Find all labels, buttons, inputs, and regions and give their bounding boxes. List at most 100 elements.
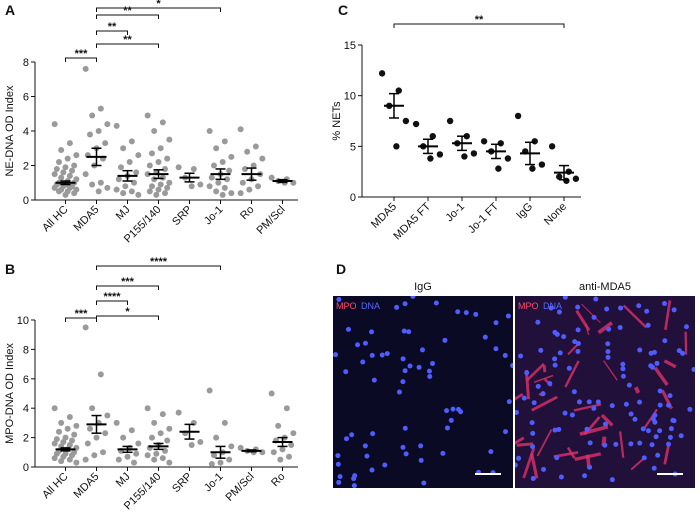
panel-label: B [5, 261, 15, 277]
y-tick-label: 0 [350, 192, 356, 204]
significance-label: * [125, 306, 130, 318]
nucleus [382, 463, 387, 468]
data-point [120, 190, 126, 196]
data-point [73, 152, 79, 158]
significance-label: ** [475, 14, 484, 26]
nucleus [403, 368, 408, 373]
data-point [83, 457, 89, 463]
data-point [176, 164, 182, 170]
nucleus [654, 361, 659, 366]
data-point [151, 176, 157, 182]
nucleus [587, 399, 592, 404]
data-point [122, 183, 128, 189]
x-tick-label: MDA5 FT [391, 200, 433, 242]
nucleus [403, 301, 408, 306]
data-point [242, 166, 248, 172]
data-point [102, 140, 108, 146]
x-tick-label: IgG [514, 201, 535, 222]
data-point [164, 438, 170, 444]
data-point [149, 183, 155, 189]
significance-label: *** [121, 276, 135, 288]
x-tick-label: Jo-1 FT [466, 200, 501, 235]
data-point [226, 168, 232, 174]
nucleus [397, 390, 402, 395]
micrographs [333, 294, 696, 488]
nucleus [360, 359, 365, 364]
data-point [73, 423, 79, 429]
x-tick-label: MDA5 [369, 201, 399, 231]
nucleus [531, 476, 536, 481]
nucleus [563, 411, 568, 416]
x-tick-label: None [542, 201, 569, 228]
data-point [56, 429, 62, 435]
nucleus [370, 431, 375, 436]
data-point [135, 152, 141, 158]
nucleus [442, 338, 447, 343]
nucleus [636, 303, 641, 308]
data-point [166, 137, 172, 143]
x-tick-label: PM/Scl [223, 471, 256, 504]
data-point [58, 420, 64, 426]
net-strand [544, 365, 545, 372]
data-point [156, 159, 162, 165]
x-tick-label: Ro [269, 471, 287, 489]
nucleus [518, 354, 523, 359]
data-point [207, 128, 213, 134]
nucleus [558, 350, 563, 355]
nucleus [538, 348, 543, 353]
nucleus [530, 444, 535, 449]
data-point [160, 175, 166, 181]
data-point [91, 452, 97, 458]
x-tick-label: All HC [40, 471, 71, 502]
nucleus [351, 476, 356, 481]
nucleus [514, 410, 519, 415]
data-point [573, 176, 579, 182]
data-point [213, 145, 219, 151]
nucleus [510, 363, 515, 368]
nucleus [669, 426, 674, 431]
data-point [58, 147, 64, 153]
nucleus [602, 443, 607, 448]
x-tick-label: MJ [114, 471, 133, 490]
nucleus [561, 334, 566, 339]
data-point [133, 451, 139, 457]
data-point [94, 435, 100, 441]
data-point [145, 405, 151, 411]
data-point [125, 454, 131, 460]
data-point [166, 426, 172, 432]
nucleus [408, 364, 413, 369]
nucleus [576, 327, 581, 332]
data-point [271, 449, 277, 455]
nucleus [403, 426, 408, 431]
nucleus [380, 353, 385, 358]
data-point [96, 128, 102, 134]
nucleus [541, 391, 546, 396]
data-point [495, 165, 501, 171]
nucleus [654, 434, 659, 439]
nucleus [445, 425, 450, 430]
data-point [259, 156, 265, 162]
x-tick-label: SRP [170, 471, 194, 495]
data-point [393, 143, 399, 149]
nucleus [684, 324, 689, 329]
data-point [164, 156, 170, 162]
data-point [228, 154, 234, 160]
nucleus [400, 379, 405, 384]
data-point [100, 449, 106, 455]
data-point [515, 113, 521, 119]
nucleus [370, 353, 375, 358]
nucleus [621, 374, 626, 379]
data-point [215, 180, 221, 186]
y-axis-title: NE-DNA OD Index [4, 85, 16, 177]
data-point [98, 106, 104, 112]
data-point [52, 455, 58, 461]
data-point [539, 161, 545, 167]
data-point [129, 138, 135, 144]
data-point [209, 461, 215, 467]
nucleus [372, 378, 377, 383]
x-tick-label: PM/Scl [254, 204, 287, 237]
nucleus [455, 309, 460, 314]
nucleus [344, 436, 349, 441]
nucleus [335, 453, 340, 458]
